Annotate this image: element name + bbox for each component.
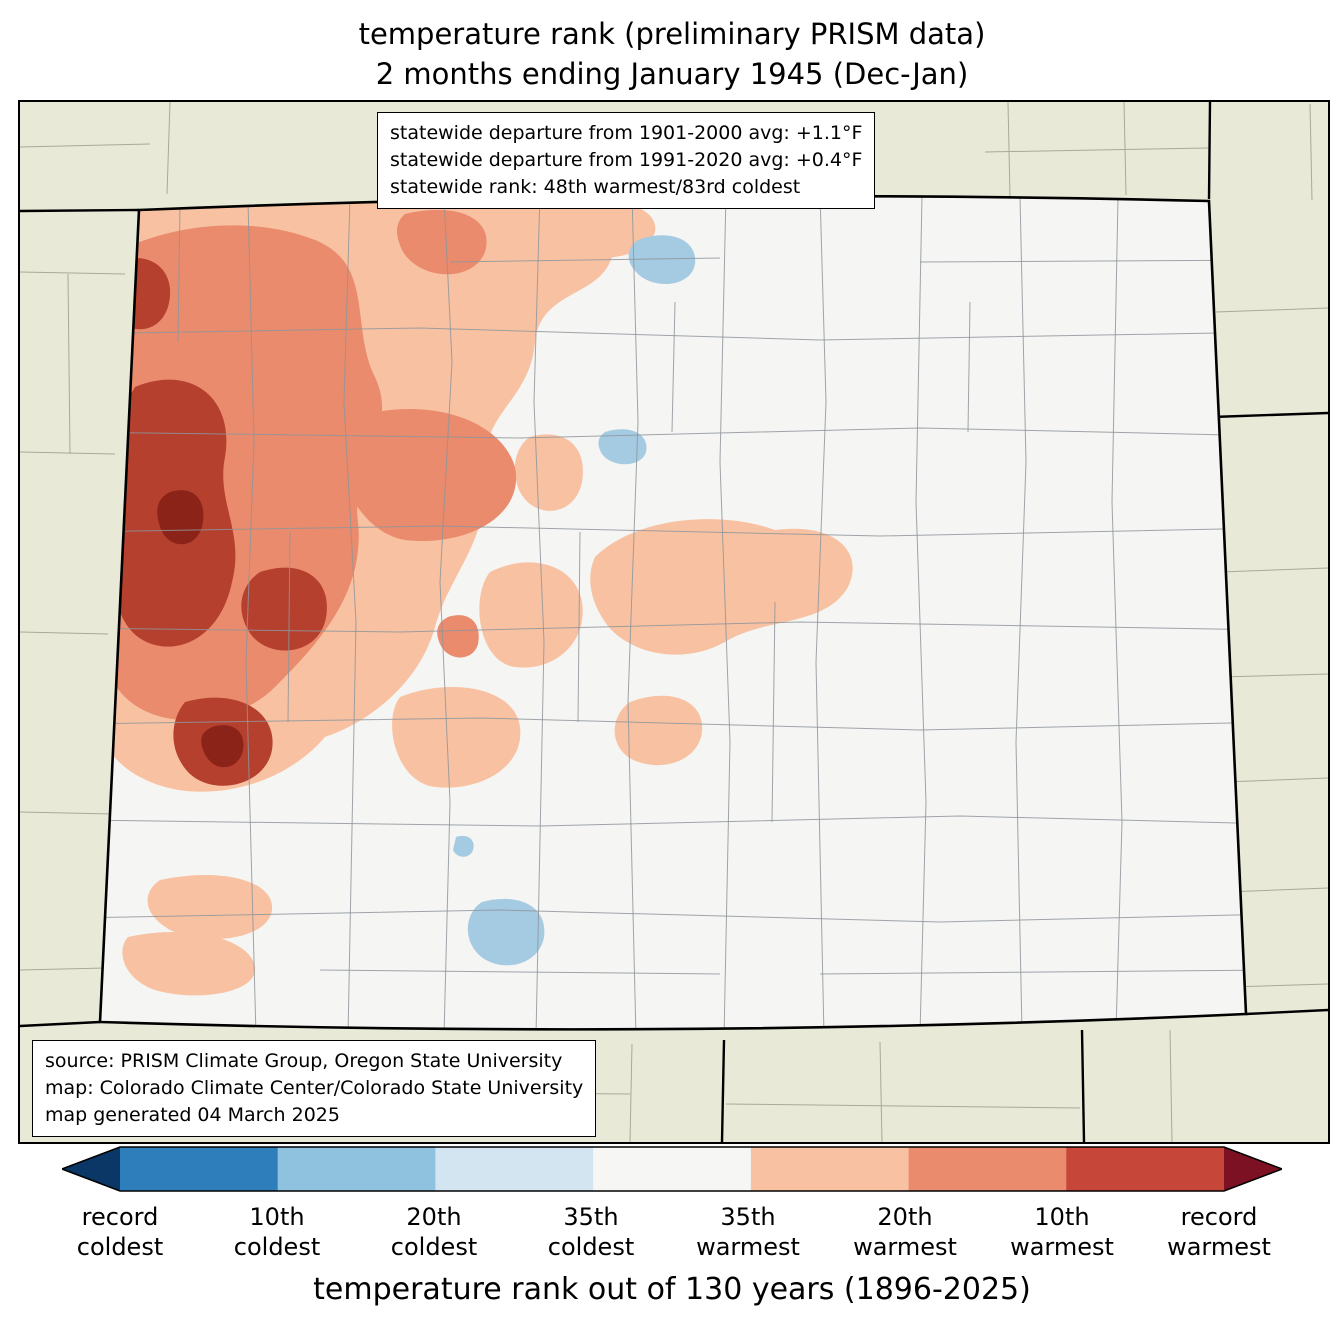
neighbor-state-borders xyxy=(20,102,1328,1142)
colorbar-seg-20th-warmest xyxy=(908,1147,1067,1191)
colorbar-seg-near-normal xyxy=(593,1147,752,1191)
colorbar-seg-10th-coldest xyxy=(120,1147,279,1191)
colorbar-seg-10th-warmest xyxy=(1066,1147,1225,1191)
medium-warm-east-arm xyxy=(336,409,517,542)
generated-date-line: map generated 04 March 2025 xyxy=(45,1103,340,1126)
map-credit-line: map: Colorado Climate Center/Colorado St… xyxy=(45,1076,584,1099)
county-boundaries xyxy=(100,196,1246,1030)
colorbar-svg xyxy=(59,1146,1285,1192)
title-line1: temperature rank (preliminary PRISM data… xyxy=(358,17,986,51)
pale-warm-central-3 xyxy=(392,687,521,788)
colorbar-label-20th-coldest: 20th coldest xyxy=(390,1203,478,1261)
medium-warm-center-dot xyxy=(437,615,479,658)
colorbar-label-record-coldest: record coldest xyxy=(76,1203,164,1261)
cool-patch-center xyxy=(598,429,647,465)
pale-warm-center-west xyxy=(514,434,583,511)
stats-box: statewide departure from 1901-2000 avg: … xyxy=(377,112,876,209)
cool-patch-north-central xyxy=(628,235,696,285)
figure-title: temperature rank (preliminary PRISM data… xyxy=(0,14,1344,94)
colorbar-arrow-record-warmest xyxy=(1224,1147,1282,1191)
rank-shading xyxy=(100,196,853,996)
colorado-map xyxy=(20,102,1328,1142)
colorbar-label-20th-warmest: 20th warmest xyxy=(853,1203,957,1261)
colorbar-seg-20th-coldest xyxy=(277,1147,436,1191)
stat-statewide-rank: statewide rank: 48th warmest/83rd coldes… xyxy=(390,175,801,198)
colorbar-label-record-warmest: record warmest xyxy=(1167,1203,1271,1261)
medium-warm-top-patch xyxy=(396,209,487,275)
cool-patch-south-central xyxy=(467,898,545,966)
colorbar-label-35th-coldest: 35th coldest xyxy=(547,1203,635,1261)
colorbar-label-10th-warmest: 10th warmest xyxy=(1010,1203,1114,1261)
map-frame: statewide departure from 1901-2000 avg: … xyxy=(18,100,1330,1144)
source-box: source: PRISM Climate Group, Oregon Stat… xyxy=(32,1040,597,1137)
pale-warm-southwest-2 xyxy=(122,931,256,996)
record-warm-core-2 xyxy=(201,725,244,768)
colorbar-label-10th-coldest: 10th coldest xyxy=(233,1203,321,1261)
colorbar xyxy=(59,1146,1285,1192)
colorbar-label-35th-warmest: 35th warmest xyxy=(696,1203,800,1261)
pale-warm-central-2 xyxy=(479,562,583,668)
pale-warm-southwest-1 xyxy=(147,874,273,940)
title-line2: 2 months ending January 1945 (Dec-Jan) xyxy=(375,57,969,92)
pale-warm-central-1 xyxy=(590,519,853,655)
legend-caption: temperature rank out of 130 years (1896-… xyxy=(313,1272,1031,1307)
source-line: source: PRISM Climate Group, Oregon Stat… xyxy=(45,1050,563,1072)
pale-warm-top-arm xyxy=(519,196,656,258)
dark-warm-central-blob xyxy=(241,567,327,651)
colorbar-arrow-record-coldest xyxy=(62,1147,120,1191)
stat-departure-1991-2020: statewide departure from 1991-2020 avg: … xyxy=(390,148,863,171)
colorbar-seg-35th-coldest xyxy=(435,1147,594,1191)
stat-departure-1901-2000: statewide departure from 1901-2000 avg: … xyxy=(390,122,863,144)
pale-warm-central-4 xyxy=(614,695,703,766)
cool-patch-south-small xyxy=(453,835,474,857)
colorbar-seg-35th-warmest xyxy=(750,1147,910,1191)
